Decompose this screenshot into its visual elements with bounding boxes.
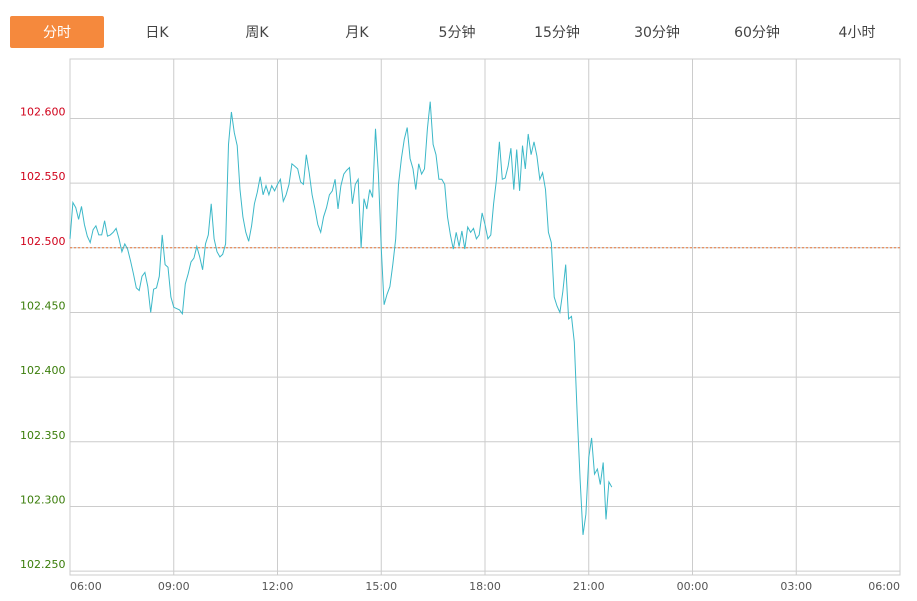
tab-active-bg <box>10 16 104 48</box>
x-tick-label: 12:00 <box>262 580 294 593</box>
y-tick-label: 102.250 <box>20 558 66 571</box>
tab[interactable]: 周K <box>245 25 269 41</box>
y-tick-label: 102.300 <box>20 493 66 506</box>
tab[interactable]: 5分钟 <box>439 24 476 41</box>
tab[interactable]: 15分钟 <box>534 24 580 41</box>
x-tick-label: 06:00 <box>70 580 102 593</box>
x-tick-label: 00:00 <box>677 580 709 593</box>
tab[interactable]: 60分钟 <box>734 24 780 41</box>
y-tick-label: 102.600 <box>20 105 66 118</box>
price-line <box>69 101 613 535</box>
tab[interactable]: 日K <box>145 25 169 41</box>
x-tick-label: 09:00 <box>158 580 190 593</box>
tab[interactable]: 4小时 <box>839 25 876 41</box>
y-tick-label: 102.550 <box>20 170 66 183</box>
y-tick-label: 102.350 <box>20 429 66 442</box>
tab[interactable]: 分时 <box>43 25 71 41</box>
x-tick-label: 03:00 <box>780 580 812 593</box>
y-tick-label: 102.400 <box>20 364 66 377</box>
x-tick-label: 06:00 <box>868 580 900 593</box>
y-tick-label: 102.450 <box>20 299 66 312</box>
tab[interactable]: 月K <box>345 25 369 41</box>
x-tick-label: 15:00 <box>365 580 397 593</box>
x-tick-label: 18:00 <box>469 580 501 593</box>
tab[interactable]: 30分钟 <box>634 24 680 41</box>
x-tick-label: 21:00 <box>573 580 605 593</box>
y-tick-label: 102.500 <box>20 235 66 248</box>
